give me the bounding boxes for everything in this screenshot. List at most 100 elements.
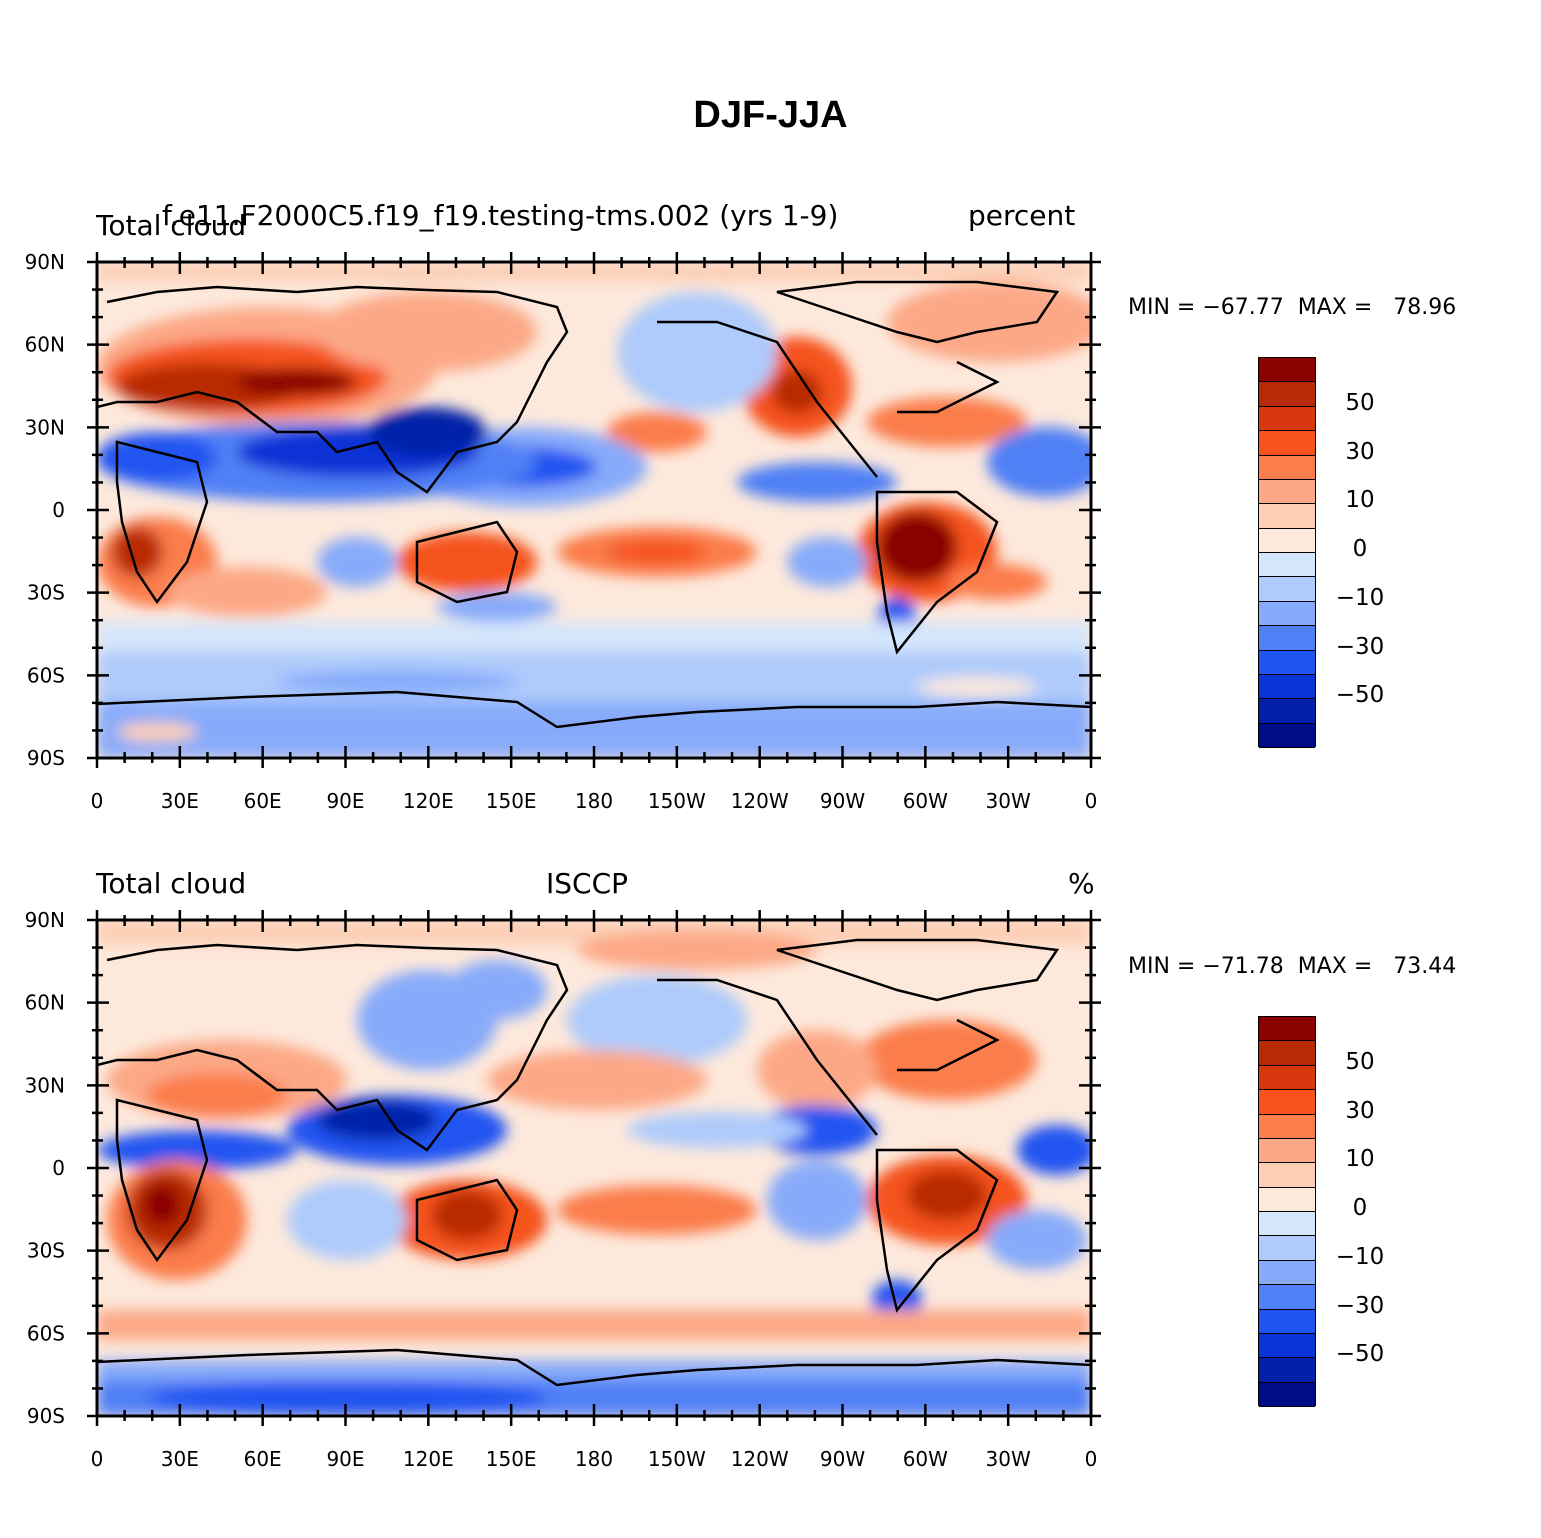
colorbar-swatch <box>1259 528 1315 553</box>
colorbar-swatch <box>1259 1065 1315 1091</box>
lon-tick-label: 120E <box>403 789 454 813</box>
colorbar-swatch <box>1259 1041 1315 1066</box>
colorbar-swatch <box>1259 406 1315 432</box>
colorbar-label: 50 <box>1345 389 1375 416</box>
colorbar-swatch <box>1259 1090 1315 1115</box>
lat-tick-label: 60N <box>25 333 65 357</box>
colorbar-label: 10 <box>1345 487 1375 514</box>
panel2-colorbar <box>1258 1016 1316 1407</box>
lat-tick-label: 60S <box>27 1321 65 1345</box>
colorbar-label: 30 <box>1345 1097 1375 1124</box>
colorbar-swatch <box>1259 1333 1315 1359</box>
colorbar-label: 0 <box>1352 1195 1368 1221</box>
lon-tick-label: 90E <box>326 1447 364 1471</box>
panel1-min-max: MIN = −67.77 MAX = 78.96 <box>1128 295 1457 320</box>
lon-tick-label: 90W <box>820 1447 865 1471</box>
lon-tick-label: 30W <box>986 789 1031 813</box>
colorbar-swatch <box>1259 650 1315 675</box>
colorbar-swatch <box>1259 1017 1315 1042</box>
panel1-left-label: Total cloud <box>96 209 247 242</box>
colorbar-label: −10 <box>1335 1243 1385 1270</box>
colorbar-swatch <box>1259 1309 1315 1334</box>
panel2-center-label: ISCCP <box>546 867 629 900</box>
colorbar-swatch <box>1259 382 1315 407</box>
colorbar-swatch <box>1259 358 1315 383</box>
lat-tick-label: 30S <box>27 581 65 605</box>
lon-tick-label: 120E <box>403 1447 454 1471</box>
panel1-map <box>97 262 1091 758</box>
lon-tick-label: 60W <box>903 1447 948 1471</box>
colorbar-label: 0 <box>1352 536 1368 562</box>
panel1-units-label: percent <box>968 199 1076 232</box>
lon-tick-label: 180 <box>575 789 613 813</box>
colorbar-swatch <box>1259 455 1315 480</box>
colorbar-label: −50 <box>1335 682 1385 709</box>
colorbar-swatch <box>1259 674 1315 700</box>
lat-tick-label: 0 <box>52 1156 65 1180</box>
colorbar-swatch <box>1259 479 1315 505</box>
colorbar-swatch <box>1259 553 1315 578</box>
colorbar-swatch <box>1259 723 1315 748</box>
lon-tick-label: 60E <box>244 789 282 813</box>
colorbar-swatch <box>1259 1163 1315 1188</box>
lat-tick-label: 60S <box>27 663 65 687</box>
colorbar-label: −10 <box>1335 584 1385 611</box>
colorbar-label: 30 <box>1345 438 1375 465</box>
colorbar-swatch <box>1259 1382 1315 1407</box>
panel2-map <box>97 920 1091 1416</box>
colorbar-swatch <box>1259 1114 1315 1139</box>
lat-tick-label: 90N <box>25 908 65 932</box>
colorbar-swatch <box>1259 1358 1315 1383</box>
lon-tick-label: 90E <box>326 789 364 813</box>
lat-tick-label: 90S <box>27 746 65 770</box>
colorbar-swatch <box>1259 601 1315 627</box>
lat-tick-label: 30N <box>25 1073 65 1097</box>
lat-tick-label: 60N <box>25 991 65 1015</box>
lon-tick-label: 60E <box>244 1447 282 1471</box>
lon-tick-label: 30E <box>161 1447 199 1471</box>
lat-tick-label: 0 <box>52 498 65 522</box>
lon-tick-label: 150W <box>648 789 706 813</box>
colorbar-swatch <box>1259 577 1315 602</box>
colorbar-swatch <box>1259 504 1315 529</box>
lon-tick-label: 120W <box>731 1447 789 1471</box>
lon-tick-label: 120W <box>731 789 789 813</box>
colorbar-swatch <box>1259 1236 1315 1261</box>
lon-tick-label: 0 <box>1085 789 1098 813</box>
lon-tick-label: 150E <box>486 1447 537 1471</box>
panel2-min-max: MIN = −71.78 MAX = 73.44 <box>1128 954 1457 979</box>
colorbar-swatch <box>1259 1260 1315 1286</box>
panel2-units-label: % <box>1068 867 1095 900</box>
lon-tick-label: 0 <box>91 789 104 813</box>
figure-title: DJF-JJA <box>693 94 848 136</box>
panel2-left-label: Total cloud <box>96 867 247 900</box>
lon-tick-label: 0 <box>1085 1447 1098 1471</box>
lat-tick-label: 90N <box>25 250 65 274</box>
panel1-colorbar <box>1258 357 1316 748</box>
lon-tick-label: 60W <box>903 789 948 813</box>
colorbar-swatch <box>1259 626 1315 651</box>
colorbar-swatch <box>1259 1187 1315 1212</box>
colorbar-swatch <box>1259 1285 1315 1310</box>
colorbar-swatch <box>1259 699 1315 724</box>
lat-tick-label: 30N <box>25 415 65 439</box>
colorbar-label: 50 <box>1345 1048 1375 1075</box>
lon-tick-label: 180 <box>575 1447 613 1471</box>
lat-tick-label: 30S <box>27 1239 65 1263</box>
colorbar-swatch <box>1259 431 1315 456</box>
lon-tick-label: 30W <box>986 1447 1031 1471</box>
lon-tick-label: 150E <box>486 789 537 813</box>
colorbar-label: −30 <box>1335 633 1385 660</box>
lon-tick-label: 90W <box>820 789 865 813</box>
panel1-center-label: f.e11.F2000C5.f19_f19.testing-tms.002 (y… <box>162 199 839 232</box>
colorbar-label: −30 <box>1335 1292 1385 1319</box>
lat-tick-label: 90S <box>27 1404 65 1428</box>
lon-tick-label: 30E <box>161 789 199 813</box>
lon-tick-label: 0 <box>91 1447 104 1471</box>
colorbar-swatch <box>1259 1212 1315 1237</box>
colorbar-swatch <box>1259 1138 1315 1164</box>
colorbar-label: 10 <box>1345 1146 1375 1173</box>
lon-tick-label: 150W <box>648 1447 706 1471</box>
